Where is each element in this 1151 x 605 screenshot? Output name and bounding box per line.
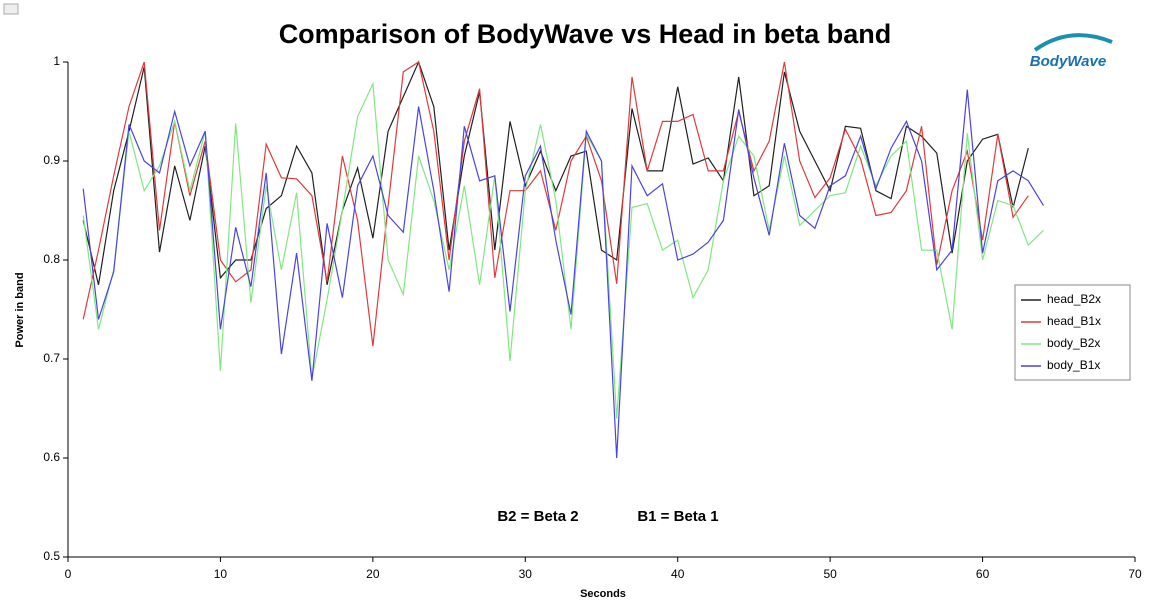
logo-swoosh (1033, 33, 1113, 52)
legend-label: head_B1x (1047, 314, 1101, 328)
x-tick-label: 40 (671, 567, 685, 581)
legend-box (1014, 284, 1131, 381)
legend-label: head_B2x (1047, 292, 1101, 306)
x-tick-label: 60 (976, 567, 990, 581)
annotation: B1 = Beta 1 (637, 508, 718, 525)
y-axis-label: Power in band (14, 272, 26, 347)
series-line (82, 81, 1044, 419)
y-tick-label: 0.7 (43, 351, 60, 365)
chart-title: Comparison of BodyWave vs Head in beta b… (279, 19, 892, 49)
y-tick-label: 0.8 (43, 252, 60, 266)
legend-label: body_B2x (1047, 336, 1100, 350)
y-tick-label: 0.9 (43, 153, 60, 167)
annotation: B2 = Beta 2 (497, 508, 578, 525)
series-line (82, 89, 1045, 459)
series-line (82, 60, 1029, 285)
x-tick-label: 50 (823, 567, 837, 581)
x-tick-label: 30 (519, 567, 533, 581)
icon (3, 3, 19, 15)
x-tick-label: 70 (1128, 567, 1142, 581)
series-line (82, 61, 1029, 347)
x-tick-label: 20 (366, 567, 380, 581)
legend-label: body_B1x (1047, 358, 1100, 372)
x-axis-label: Seconds (580, 588, 626, 600)
logo: BodyWave (1030, 53, 1106, 70)
y-tick-label: 1 (53, 54, 60, 68)
x-tick-label: 0 (65, 567, 72, 581)
x-tick-label: 10 (214, 567, 228, 581)
y-tick-label: 0.6 (43, 450, 60, 464)
y-tick-label: 0.5 (43, 549, 60, 563)
